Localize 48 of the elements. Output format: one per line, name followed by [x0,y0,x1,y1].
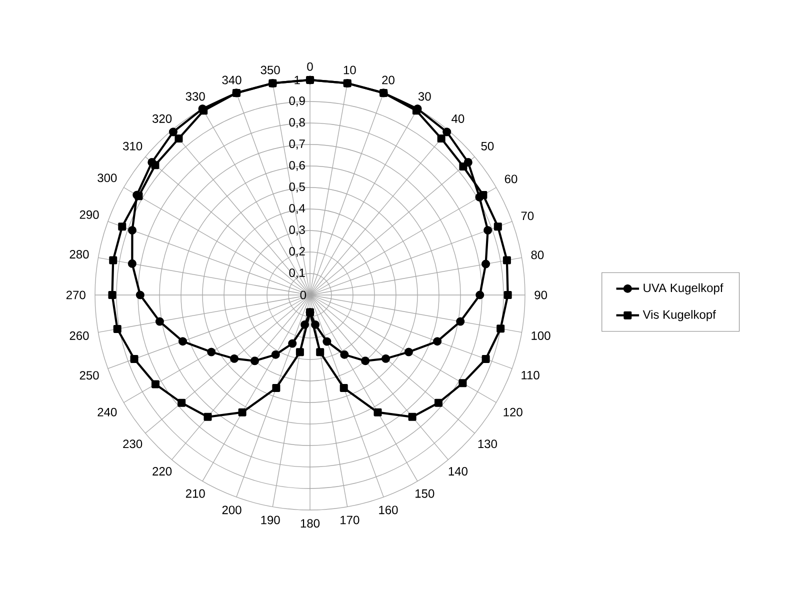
spoke-label: 240 [98,408,117,416]
spoke-label: 190 [261,516,280,524]
spoke-label: 160 [379,506,398,514]
spoke-label: 0 [307,62,313,71]
spoke-label: 50 [481,142,494,150]
y-tick-label: 0 [300,290,306,300]
spoke-label: 250 [80,371,99,380]
spoke-label: 60 [504,174,518,184]
spoke-label: 20 [382,76,394,84]
spoke-label: 270 [66,290,86,300]
y-tick-label: 0,9 [289,96,305,106]
spoke-label: 150 [416,489,434,498]
spoke-label: 100 [532,331,550,340]
spoke-label: 130 [478,440,497,448]
spoke-label: 300 [98,174,117,182]
spoke-label: 200 [222,506,242,514]
spoke-label: 290 [80,210,99,219]
legend-label: UVA Kugelkopf [644,283,724,294]
spoke-label: 90 [534,290,548,300]
spoke-label: 40 [452,114,464,123]
spoke-label: 30 [418,92,431,101]
y-tick-label: 0,2 [289,247,305,257]
y-tick-label: 0,3 [289,226,305,236]
spoke-label: 170 [340,516,360,524]
spoke-label: 350 [260,66,280,74]
y-tick-label: 0,6 [289,161,305,171]
spoke-label: 310 [123,142,142,150]
y-tick-label: 0,5 [289,182,305,192]
spoke-label: 210 [186,489,205,498]
spoke-label: 180 [300,519,320,528]
spoke-label: 110 [522,370,540,380]
spoke-label: 320 [152,114,172,123]
y-tick-label: 0,8 [289,118,305,128]
spoke-label: 340 [222,76,242,84]
spoke-label: 70 [521,212,534,220]
y-tick-label: 0,1 [289,268,305,278]
spoke-label: 260 [70,331,89,340]
spoke-label: 330 [186,92,205,101]
spoke-label: 140 [448,467,468,476]
spoke-label: 220 [152,467,172,476]
legend-label: Vis Kugelkopf [642,310,716,322]
y-tick-label: 0,4 [289,204,306,214]
spoke-label: 120 [504,408,522,416]
spoke-label: 80 [531,250,544,260]
spoke-label: 280 [70,250,89,259]
spoke-label: 10 [344,66,356,74]
spoke-label: 230 [123,440,142,448]
y-tick-label: 0,7 [289,140,305,150]
